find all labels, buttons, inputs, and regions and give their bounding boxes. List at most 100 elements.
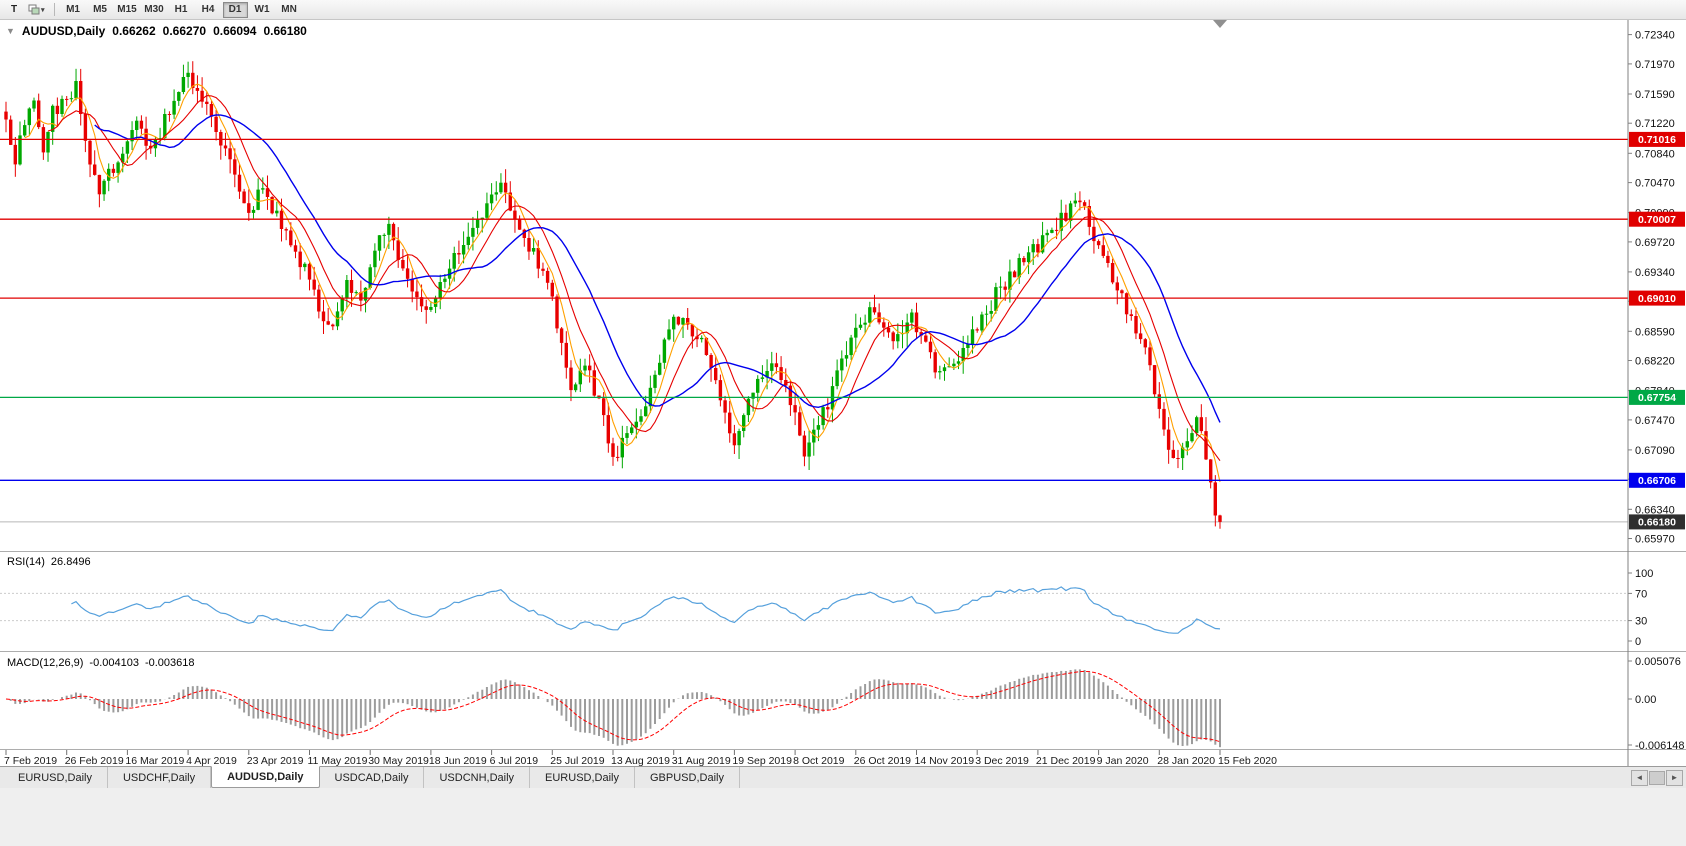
svg-text:0.69010: 0.69010 <box>1638 293 1676 305</box>
svg-text:30 May 2019: 30 May 2019 <box>368 755 429 766</box>
svg-text:0.72340: 0.72340 <box>1635 30 1675 42</box>
svg-text:31 Aug 2019: 31 Aug 2019 <box>672 755 731 766</box>
date-axis[interactable]: 7 Feb 2019 26 Feb 2019 16 Mar 2019 4 Apr 20… <box>4 750 1277 766</box>
ohlc-open: 0.66262 <box>112 24 156 38</box>
ma-mid-line <box>47 95 1221 462</box>
svg-text:0.67754: 0.67754 <box>1638 392 1676 404</box>
svg-text:28 Jan 2020: 28 Jan 2020 <box>1157 755 1215 766</box>
one-click-trading-arrow[interactable]: ▼ <box>6 26 15 36</box>
tab-usdchf-daily[interactable]: USDCHF,Daily <box>107 767 212 788</box>
toolbar-separator <box>53 3 55 16</box>
svg-text:0.71970: 0.71970 <box>1635 59 1675 71</box>
svg-text:-0.006148: -0.006148 <box>1635 740 1685 752</box>
chart-canvas[interactable]: 0.72340 0.71970 0.71590 0.71220 0.70840 0.704… <box>0 20 1686 766</box>
timeframe-button-m5[interactable]: M5 <box>93 4 107 15</box>
svg-text:0.00: 0.00 <box>1635 694 1656 706</box>
svg-text:0.005076: 0.005076 <box>1635 656 1681 668</box>
svg-text:9 Jan 2020: 9 Jan 2020 <box>1097 755 1149 766</box>
price-axis[interactable]: 0.72340 0.71970 0.71590 0.71220 0.70840 0.704… <box>1627 20 1685 766</box>
svg-text:21 Dec 2019: 21 Dec 2019 <box>1036 755 1096 766</box>
svg-text:0.69340: 0.69340 <box>1635 267 1675 279</box>
svg-text:0.66180: 0.66180 <box>1638 517 1676 529</box>
svg-text:23 Apr 2019: 23 Apr 2019 <box>247 755 304 766</box>
chart-symbol: AUDUSD,Daily <box>21 24 106 38</box>
timeframe-button-d1[interactable]: D1 <box>222 1 248 18</box>
tab-eurusd-daily-2[interactable]: EURUSD,Daily <box>530 767 635 788</box>
svg-text:0.68590: 0.68590 <box>1635 326 1675 338</box>
svg-text:11 May 2019: 11 May 2019 <box>308 755 368 766</box>
top-toolbar: T ▾ M1 M5 M15 M30 H1 H4 D1 W1 MN <box>0 0 1686 20</box>
scroll-left-button[interactable]: ◄ <box>1631 769 1648 786</box>
svg-text:0.66706: 0.66706 <box>1638 475 1676 487</box>
tab-label: USDCNH,Daily <box>439 771 515 784</box>
macd-signal-line <box>5 670 1221 743</box>
svg-text:100: 100 <box>1635 568 1653 580</box>
macd-name: MACD(12,26,9) <box>7 657 84 669</box>
timeframe-button-h4[interactable]: H4 <box>201 4 215 15</box>
svg-text:70: 70 <box>1635 588 1647 600</box>
svg-text:0.67470: 0.67470 <box>1635 415 1675 427</box>
svg-text:0.68220: 0.68220 <box>1635 356 1675 368</box>
timeframe-button-m30[interactable]: M30 <box>144 4 164 15</box>
tab-eurusd-daily[interactable]: EURUSD,Daily <box>3 767 108 788</box>
rsi-name: RSI(14) <box>7 556 45 568</box>
scroll-right-button[interactable]: ► <box>1666 769 1683 786</box>
macd-label: MACD(12,26,9) -0.004103 -0.003618 <box>7 657 201 669</box>
timeframe-group: M1 M5 M15 M30 H1 H4 D1 W1 MN <box>60 1 303 18</box>
svg-text:18 Jun 2019: 18 Jun 2019 <box>429 755 487 766</box>
timeframe-button-h1[interactable]: H1 <box>174 4 188 15</box>
svg-text:8 Oct 2019: 8 Oct 2019 <box>793 755 845 766</box>
tab-label: EURUSD,Daily <box>545 771 619 784</box>
macd-value-main: -0.004103 <box>89 657 139 669</box>
rsi-line <box>71 586 1221 634</box>
horizontal-scrollbar: ◄ ► <box>1631 767 1686 788</box>
svg-text:19 Sep 2019: 19 Sep 2019 <box>732 755 792 766</box>
timeframe-button-w1[interactable]: W1 <box>254 4 270 15</box>
svg-text:0.70840: 0.70840 <box>1635 148 1675 160</box>
macd-value-signal: -0.003618 <box>144 657 195 669</box>
tab-label: USDCHF,Daily <box>122 771 196 784</box>
ohlc-high: 0.66270 <box>162 24 207 38</box>
timeframe-button-m1[interactable]: M1 <box>66 4 80 15</box>
chart-shift-marker[interactable] <box>1213 20 1227 28</box>
svg-text:0: 0 <box>1635 636 1641 648</box>
svg-text:25 Jul 2019: 25 Jul 2019 <box>550 755 604 766</box>
rsi-label: RSI(14) 26.8496 <box>7 556 97 568</box>
candlesticks <box>4 61 1222 529</box>
tab-label: EURUSD,Daily <box>18 771 92 784</box>
tab-gbpusd-daily[interactable]: GBPUSD,Daily <box>635 767 740 788</box>
chart-template-button[interactable]: ▾ <box>24 1 49 18</box>
chevron-down-icon: ▾ <box>41 6 45 14</box>
svg-text:7 Feb 2019: 7 Feb 2019 <box>4 755 57 766</box>
svg-text:0.71220: 0.71220 <box>1635 118 1675 130</box>
svg-text:0.70007: 0.70007 <box>1638 214 1676 226</box>
rsi-value: 26.8496 <box>50 556 91 568</box>
chart-template-icon <box>28 4 40 15</box>
timeframe-button-m15[interactable]: M15 <box>117 4 137 15</box>
ma-slow-line <box>94 114 1221 423</box>
price-badge-0.66706: 0.66706 <box>1629 472 1685 488</box>
svg-text:0.67090: 0.67090 <box>1635 445 1675 457</box>
timeframe-button-mn[interactable]: MN <box>281 4 297 15</box>
tab-label: USDCAD,Daily <box>334 771 409 784</box>
tab-audusd-daily[interactable]: AUDUSD,Daily <box>211 766 320 788</box>
text-tool-button[interactable]: T <box>10 4 18 15</box>
tab-usdcad-daily[interactable]: USDCAD,Daily <box>319 767 425 788</box>
svg-text:0.71016: 0.71016 <box>1638 134 1676 146</box>
macd-histogram <box>9 669 1221 748</box>
rsi-pane <box>0 586 1628 634</box>
chart-window: 0.72340 0.71970 0.71590 0.71220 0.70840 0.704… <box>0 20 1686 766</box>
ohlc-low: 0.66094 <box>213 24 257 38</box>
price-badge-0.67754: 0.67754 <box>1629 389 1685 405</box>
scroll-thumb[interactable] <box>1649 770 1665 785</box>
bottom-filler <box>0 788 1686 846</box>
tab-label: GBPUSD,Daily <box>650 771 724 784</box>
macd-pane <box>5 669 1221 748</box>
ohlc-close: 0.66180 <box>263 24 307 38</box>
svg-text:26 Oct 2019: 26 Oct 2019 <box>854 755 911 766</box>
ma-fast-line <box>24 83 1221 483</box>
tab-usdcnh-daily[interactable]: USDCNH,Daily <box>424 767 531 788</box>
price-badge-0.70007: 0.70007 <box>1629 211 1685 227</box>
svg-text:16 Mar 2019: 16 Mar 2019 <box>125 755 184 766</box>
